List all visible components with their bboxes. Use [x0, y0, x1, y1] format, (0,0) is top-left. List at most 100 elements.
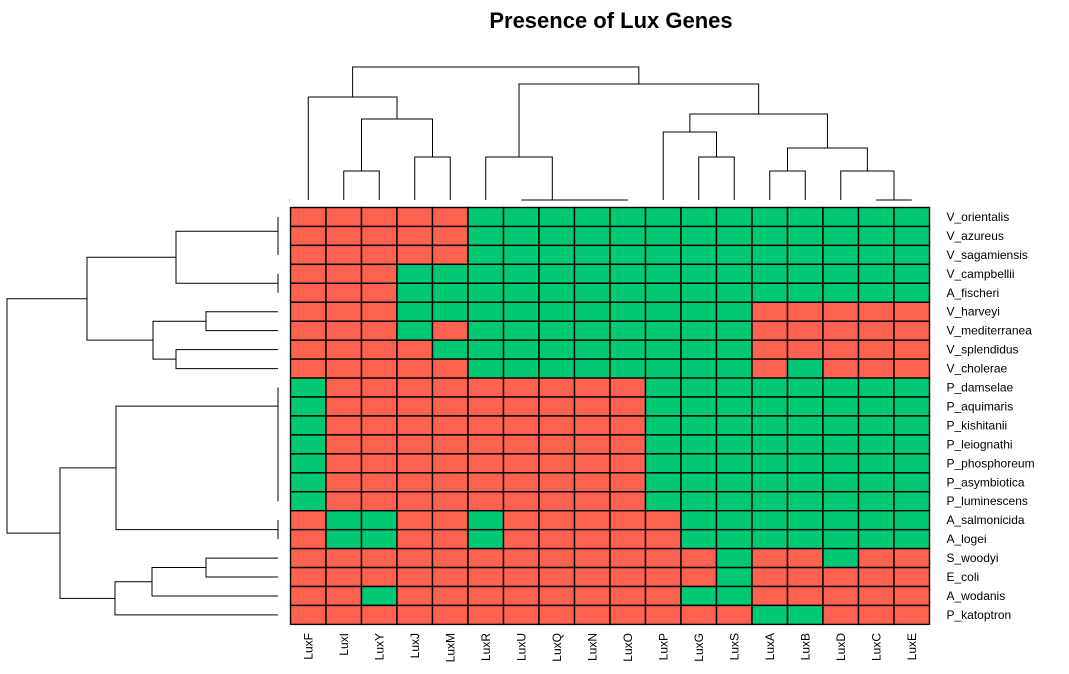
heatmap-cell: [786, 377, 824, 398]
heatmap-cell: [786, 510, 824, 531]
heatmap-cell: [857, 339, 895, 360]
row-label: P_aquimaris: [947, 399, 1014, 413]
heatmap-cell: [715, 301, 753, 322]
heatmap-cell: [822, 320, 860, 341]
heatmap-cell: [751, 585, 789, 607]
heatmap-cell: [893, 528, 931, 550]
heatmap-cell: [680, 510, 718, 531]
heatmap-cell: [893, 434, 931, 455]
heatmap-cell: [360, 358, 398, 379]
column-label: LuxQ: [550, 633, 564, 662]
heatmap-cell: [786, 225, 824, 247]
heatmap-cell: [609, 377, 647, 398]
heatmap-cell: [360, 282, 398, 303]
heatmap-cell: [538, 320, 576, 341]
heatmap-cell: [360, 206, 398, 228]
heatmap-cell: [644, 604, 682, 626]
heatmap-cell: [502, 339, 540, 360]
heatmap-cell: [573, 263, 611, 285]
heatmap-cell: [325, 358, 363, 379]
heatmap-cell: [857, 528, 895, 550]
heatmap-cell: [609, 585, 647, 607]
heatmap-cell: [431, 339, 469, 360]
row-label: A_salmonicida: [947, 513, 1025, 527]
heatmap-cell: [396, 604, 434, 626]
heatmap-cell: [289, 377, 327, 398]
row-label: P_luminescens: [947, 494, 1028, 508]
heatmap-cell: [573, 358, 611, 379]
heatmap-cell: [857, 453, 895, 474]
heatmap-cell: [573, 225, 611, 247]
heatmap-cell: [325, 566, 363, 588]
heatmap-cell: [857, 225, 895, 247]
heatmap-cell: [715, 528, 753, 550]
heatmap-cell: [360, 263, 398, 285]
heatmap-cell: [644, 491, 682, 512]
heatmap-cell: [786, 491, 824, 512]
heatmap-cell: [822, 585, 860, 607]
heatmap-cell: [609, 244, 647, 266]
heatmap-cell: [644, 225, 682, 247]
column-label: LuxP: [656, 633, 670, 660]
heatmap-cell: [538, 472, 576, 493]
heatmap-cell: [431, 491, 469, 512]
row-dendrogram: [6, 216, 279, 616]
heatmap-cell: [396, 358, 434, 379]
heatmap-cell: [325, 244, 363, 266]
heatmap-cell: [751, 358, 789, 379]
heatmap-cell: [467, 491, 505, 512]
heatmap-cell: [289, 244, 327, 266]
heatmap-cell: [751, 566, 789, 588]
heatmap-cell: [609, 415, 647, 436]
heatmap-cell: [325, 377, 363, 398]
heatmap-cell: [644, 263, 682, 285]
heatmap-cell: [467, 358, 505, 379]
heatmap-cell: [396, 528, 434, 550]
heatmap-cell: [573, 604, 611, 626]
row-label: V_mediterranea: [947, 324, 1033, 338]
heatmap-cell: [680, 604, 718, 626]
heatmap-cell: [751, 528, 789, 550]
heatmap-cell: [360, 244, 398, 266]
heatmap-cell: [502, 566, 540, 588]
heatmap-cell: [289, 339, 327, 360]
heatmap-cell: [325, 434, 363, 455]
heatmap-cell: [751, 320, 789, 341]
heatmap-cell: [857, 396, 895, 417]
heatmap-cell: [573, 510, 611, 531]
row-label: V_orientalis: [947, 210, 1010, 224]
heatmap-cell: [573, 434, 611, 455]
heatmap-cell: [893, 415, 931, 436]
heatmap-cell: [325, 585, 363, 607]
heatmap-cell: [893, 585, 931, 607]
column-label: LuxC: [869, 633, 883, 661]
heatmap-cell: [467, 225, 505, 247]
heatmap-cell: [715, 566, 753, 588]
heatmap-cell: [751, 604, 789, 626]
row-labels: V_orientalis V_azureus V_sagamiensis V_camp…: [947, 210, 1035, 622]
heatmap-cell: [538, 510, 576, 531]
heatmap-cell: [715, 510, 753, 531]
heatmap-cell: [680, 528, 718, 550]
heatmap-cell: [538, 566, 576, 588]
row-label: E_coli: [947, 570, 980, 584]
heatmap-cell: [786, 453, 824, 474]
heatmap-cell: [573, 377, 611, 398]
heatmap-cell: [502, 604, 540, 626]
heatmap-cell: [680, 472, 718, 493]
heatmap-cell: [715, 604, 753, 626]
heatmap-cell: [431, 547, 469, 569]
heatmap-cell: [573, 320, 611, 341]
row-label: P_leiognathi: [947, 437, 1013, 451]
heatmap-cell: [751, 301, 789, 322]
heatmap-cell: [715, 282, 753, 303]
heatmap-cell: [467, 453, 505, 474]
heatmap-cell: [573, 547, 611, 569]
heatmap-cell: [360, 566, 398, 588]
heatmap-cell: [715, 434, 753, 455]
heatmap-cell: [893, 377, 931, 398]
heatmap-cell: [573, 491, 611, 512]
heatmap-cell: [751, 282, 789, 303]
heatmap-cell: [396, 491, 434, 512]
heatmap-cell: [325, 263, 363, 285]
